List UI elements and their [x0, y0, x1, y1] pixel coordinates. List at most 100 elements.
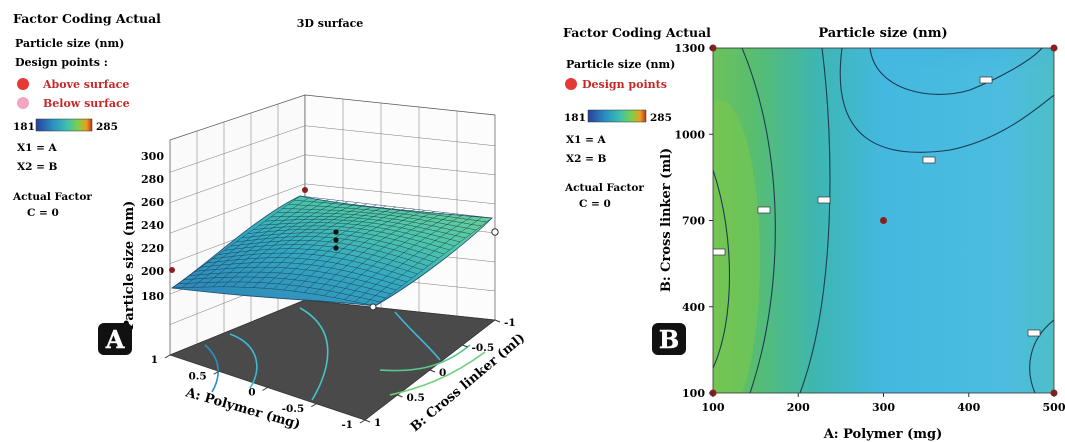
z-gridline [304, 125, 496, 146]
y-tick-label: 1000 [674, 128, 705, 141]
z-axis-label: Particle size (nm) [122, 201, 137, 330]
x-axis-label: A: Polymer (mg) [823, 427, 943, 442]
legend-title: Factor Coding Actual [563, 25, 711, 40]
legend-above-surface: Above surface [42, 78, 129, 91]
x-tick-label: -0.5 [282, 403, 305, 415]
mesh-line [344, 214, 464, 300]
legend-c: C = 0 [27, 207, 59, 219]
y-tick [397, 394, 403, 398]
x-tick [310, 403, 317, 408]
color-scale [587, 109, 647, 123]
above-surface-marker [17, 78, 29, 90]
legend-below-surface: Below surface [43, 97, 130, 110]
y-ticks: -1 -0.5 0 0.5 1 [364, 317, 516, 429]
z-tick-label: 260 [141, 196, 164, 209]
y-tick-label: 700 [682, 215, 705, 228]
design-point-marker [565, 78, 577, 90]
mesh-line [212, 200, 339, 288]
color-scale [35, 118, 93, 132]
z-ticks: 180 200 220 240 260 280 300 [141, 150, 164, 303]
y-tick [494, 319, 501, 323]
z-gridline [169, 183, 306, 234]
mesh-line [242, 203, 368, 288]
y-tick-label: 1 [374, 417, 381, 429]
surface-title: 3D surface [297, 17, 364, 30]
y-axis-label: B: Cross linker (ml) [659, 148, 674, 292]
below-surface-marker [17, 97, 29, 109]
x-tick [213, 370, 220, 375]
z-tick-label: 280 [141, 173, 164, 186]
mesh-line [334, 213, 454, 298]
scale-min: 181 [564, 112, 586, 124]
y-tick-label: 0.5 [407, 392, 425, 404]
surface-chart: Factor Coding Actual Particle size (nm) … [12, 11, 528, 435]
design-point [1050, 44, 1058, 52]
y-ticks: 100 400 700 1000 1300 [674, 42, 713, 400]
surface-design-points [169, 187, 499, 311]
z-gridline [169, 125, 306, 173]
x-tick-label: 200 [787, 401, 810, 414]
contour-title: Particle size (nm) [818, 26, 947, 41]
z-gridline [304, 183, 496, 205]
scale-max: 285 [650, 112, 672, 124]
mesh-line [182, 196, 310, 288]
y-tick [429, 369, 436, 373]
y-tick-label: -0.5 [472, 342, 495, 354]
design-point [880, 217, 887, 224]
mesh-line [303, 210, 425, 293]
legend-actual-factor: Actual Factor [564, 182, 644, 194]
x-tick [359, 419, 366, 424]
z-gridline [304, 154, 496, 176]
y-tick-label: 100 [682, 387, 705, 400]
mesh-line [374, 217, 493, 307]
legend-response: Particle size (nm) [15, 37, 124, 50]
legend-design-points: Design points [582, 78, 667, 91]
panel-badge-b-label: B [659, 325, 679, 354]
legend-title: Factor Coding Actual [13, 11, 161, 26]
y-tick-label: 400 [682, 301, 705, 314]
mesh-line [202, 199, 329, 288]
scale-min: 181 [13, 121, 35, 133]
z-tick-label: 200 [141, 265, 164, 278]
legend-x2: X2 = B [566, 153, 607, 165]
panel-badge-a [98, 323, 132, 355]
z-tick-label: 300 [141, 150, 164, 163]
legend-x1: X1 = A [566, 134, 607, 146]
y-tick-label: 1300 [674, 42, 705, 55]
scale-max: 285 [96, 121, 118, 133]
y-tick-label: 0 [439, 367, 446, 379]
x-tick-label: 0 [248, 387, 255, 399]
mesh-line [171, 195, 301, 289]
mesh-line [263, 205, 387, 289]
y-tick-label: -1 [504, 317, 516, 329]
legend-design-points-label: Design points : [15, 56, 108, 69]
legend-response: Particle size (nm) [566, 58, 675, 71]
z-tick-label: 240 [141, 219, 164, 232]
x-tick-label: -1 [341, 419, 353, 431]
mesh-line [324, 212, 445, 296]
x-ticks: 100 200 300 400 500 [702, 393, 1065, 414]
z-tick-label: 220 [141, 242, 164, 255]
x-tick-label: 500 [1043, 401, 1065, 414]
mesh-line [313, 211, 435, 295]
x-tick-label: 400 [957, 401, 980, 414]
x-tick [262, 387, 268, 391]
mesh-line [222, 201, 349, 287]
mesh-line [283, 207, 406, 291]
x-tick-label: 100 [702, 401, 725, 414]
y-tick [462, 344, 468, 348]
x-tick [164, 354, 171, 359]
y-tick [364, 419, 371, 423]
x-tick-label: 300 [872, 401, 895, 414]
surface-mesh [171, 195, 493, 307]
mesh-line [354, 215, 473, 302]
x-ticks: 1 0.5 0 -0.5 -1 [151, 354, 366, 431]
mesh-line [293, 208, 416, 292]
mesh-line [192, 198, 320, 288]
x-tick-label: 0.5 [188, 370, 206, 382]
mesh-line [232, 202, 358, 288]
contour-chart: Factor Coding Actual Particle size (nm) … [563, 25, 1065, 442]
floor-contours [204, 307, 486, 401]
contour-fill [713, 48, 1054, 393]
legend-actual-factor: Actual Factor [12, 191, 92, 203]
